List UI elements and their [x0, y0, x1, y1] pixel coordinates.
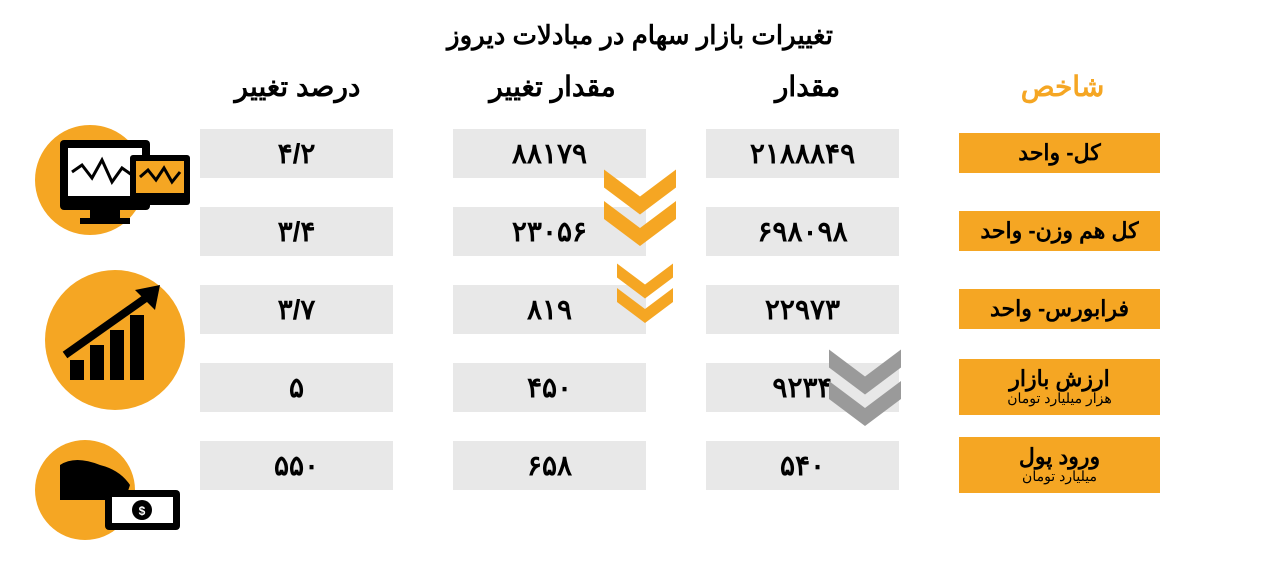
- change-cell: ۶۵۸: [453, 441, 646, 490]
- header-percent: درصد تغییر: [200, 70, 395, 103]
- value-cell: ۲۱۸۸۸۴۹: [706, 129, 899, 178]
- money-hand-icon: $: [10, 430, 200, 565]
- page-title: تغییرات بازار سهام در مبادلات دیروز: [0, 0, 1280, 61]
- table-row: کل هم وزن- واحد ۶۹۸۰۹۸ ۲۳۰۵۶ ۳/۴: [200, 201, 1160, 261]
- header-value: مقدار: [710, 70, 905, 103]
- percent-cell: ۵: [200, 363, 393, 412]
- svg-text:$: $: [139, 504, 146, 518]
- growth-arrow-icon: [10, 265, 200, 420]
- table-header-row: شاخص مقدار مقدار تغییر درصد تغییر: [200, 70, 1160, 103]
- stock-table: شاخص مقدار مقدار تغییر درصد تغییر کل- وا…: [200, 70, 1160, 513]
- icons-column: $: [10, 110, 200, 575]
- table-row: ارزش بازارهزار میلیارد تومان ۹۲۳۴ ۴۵۰ ۵: [200, 357, 1160, 417]
- index-cell: کل هم وزن- واحد: [959, 211, 1160, 251]
- percent-cell: ۳/۴: [200, 207, 393, 256]
- value-cell: ۹۲۳۴: [706, 363, 899, 412]
- table-row: ورود پولمیلیارد تومان ۵۴۰ ۶۵۸ ۵۵۰: [200, 435, 1160, 495]
- table-row: فرابورس- واحد ۲۲۹۷۳ ۸۱۹ ۳/۷: [200, 279, 1160, 339]
- change-cell: ۸۸۱۷۹: [453, 129, 646, 178]
- index-cell: فرابورس- واحد: [959, 289, 1160, 329]
- value-cell: ۲۲۹۷۳: [706, 285, 899, 334]
- change-cell: ۲۳۰۵۶: [453, 207, 646, 256]
- table-row: کل- واحد ۲۱۸۸۸۴۹ ۸۸۱۷۹ ۴/۲: [200, 123, 1160, 183]
- change-cell: ۸۱۹: [453, 285, 646, 334]
- header-index: شاخص: [965, 70, 1160, 103]
- value-cell: ۶۹۸۰۹۸: [706, 207, 899, 256]
- value-cell: ۵۴۰: [706, 441, 899, 490]
- monitor-chart-icon: [10, 110, 200, 255]
- index-cell: ارزش بازارهزار میلیارد تومان: [959, 359, 1160, 415]
- change-cell: ۴۵۰: [453, 363, 646, 412]
- percent-cell: ۴/۲: [200, 129, 393, 178]
- index-cell: ورود پولمیلیارد تومان: [959, 437, 1160, 493]
- percent-cell: ۳/۷: [200, 285, 393, 334]
- percent-cell: ۵۵۰: [200, 441, 393, 490]
- index-cell: کل- واحد: [959, 133, 1160, 173]
- header-change: مقدار تغییر: [455, 70, 650, 103]
